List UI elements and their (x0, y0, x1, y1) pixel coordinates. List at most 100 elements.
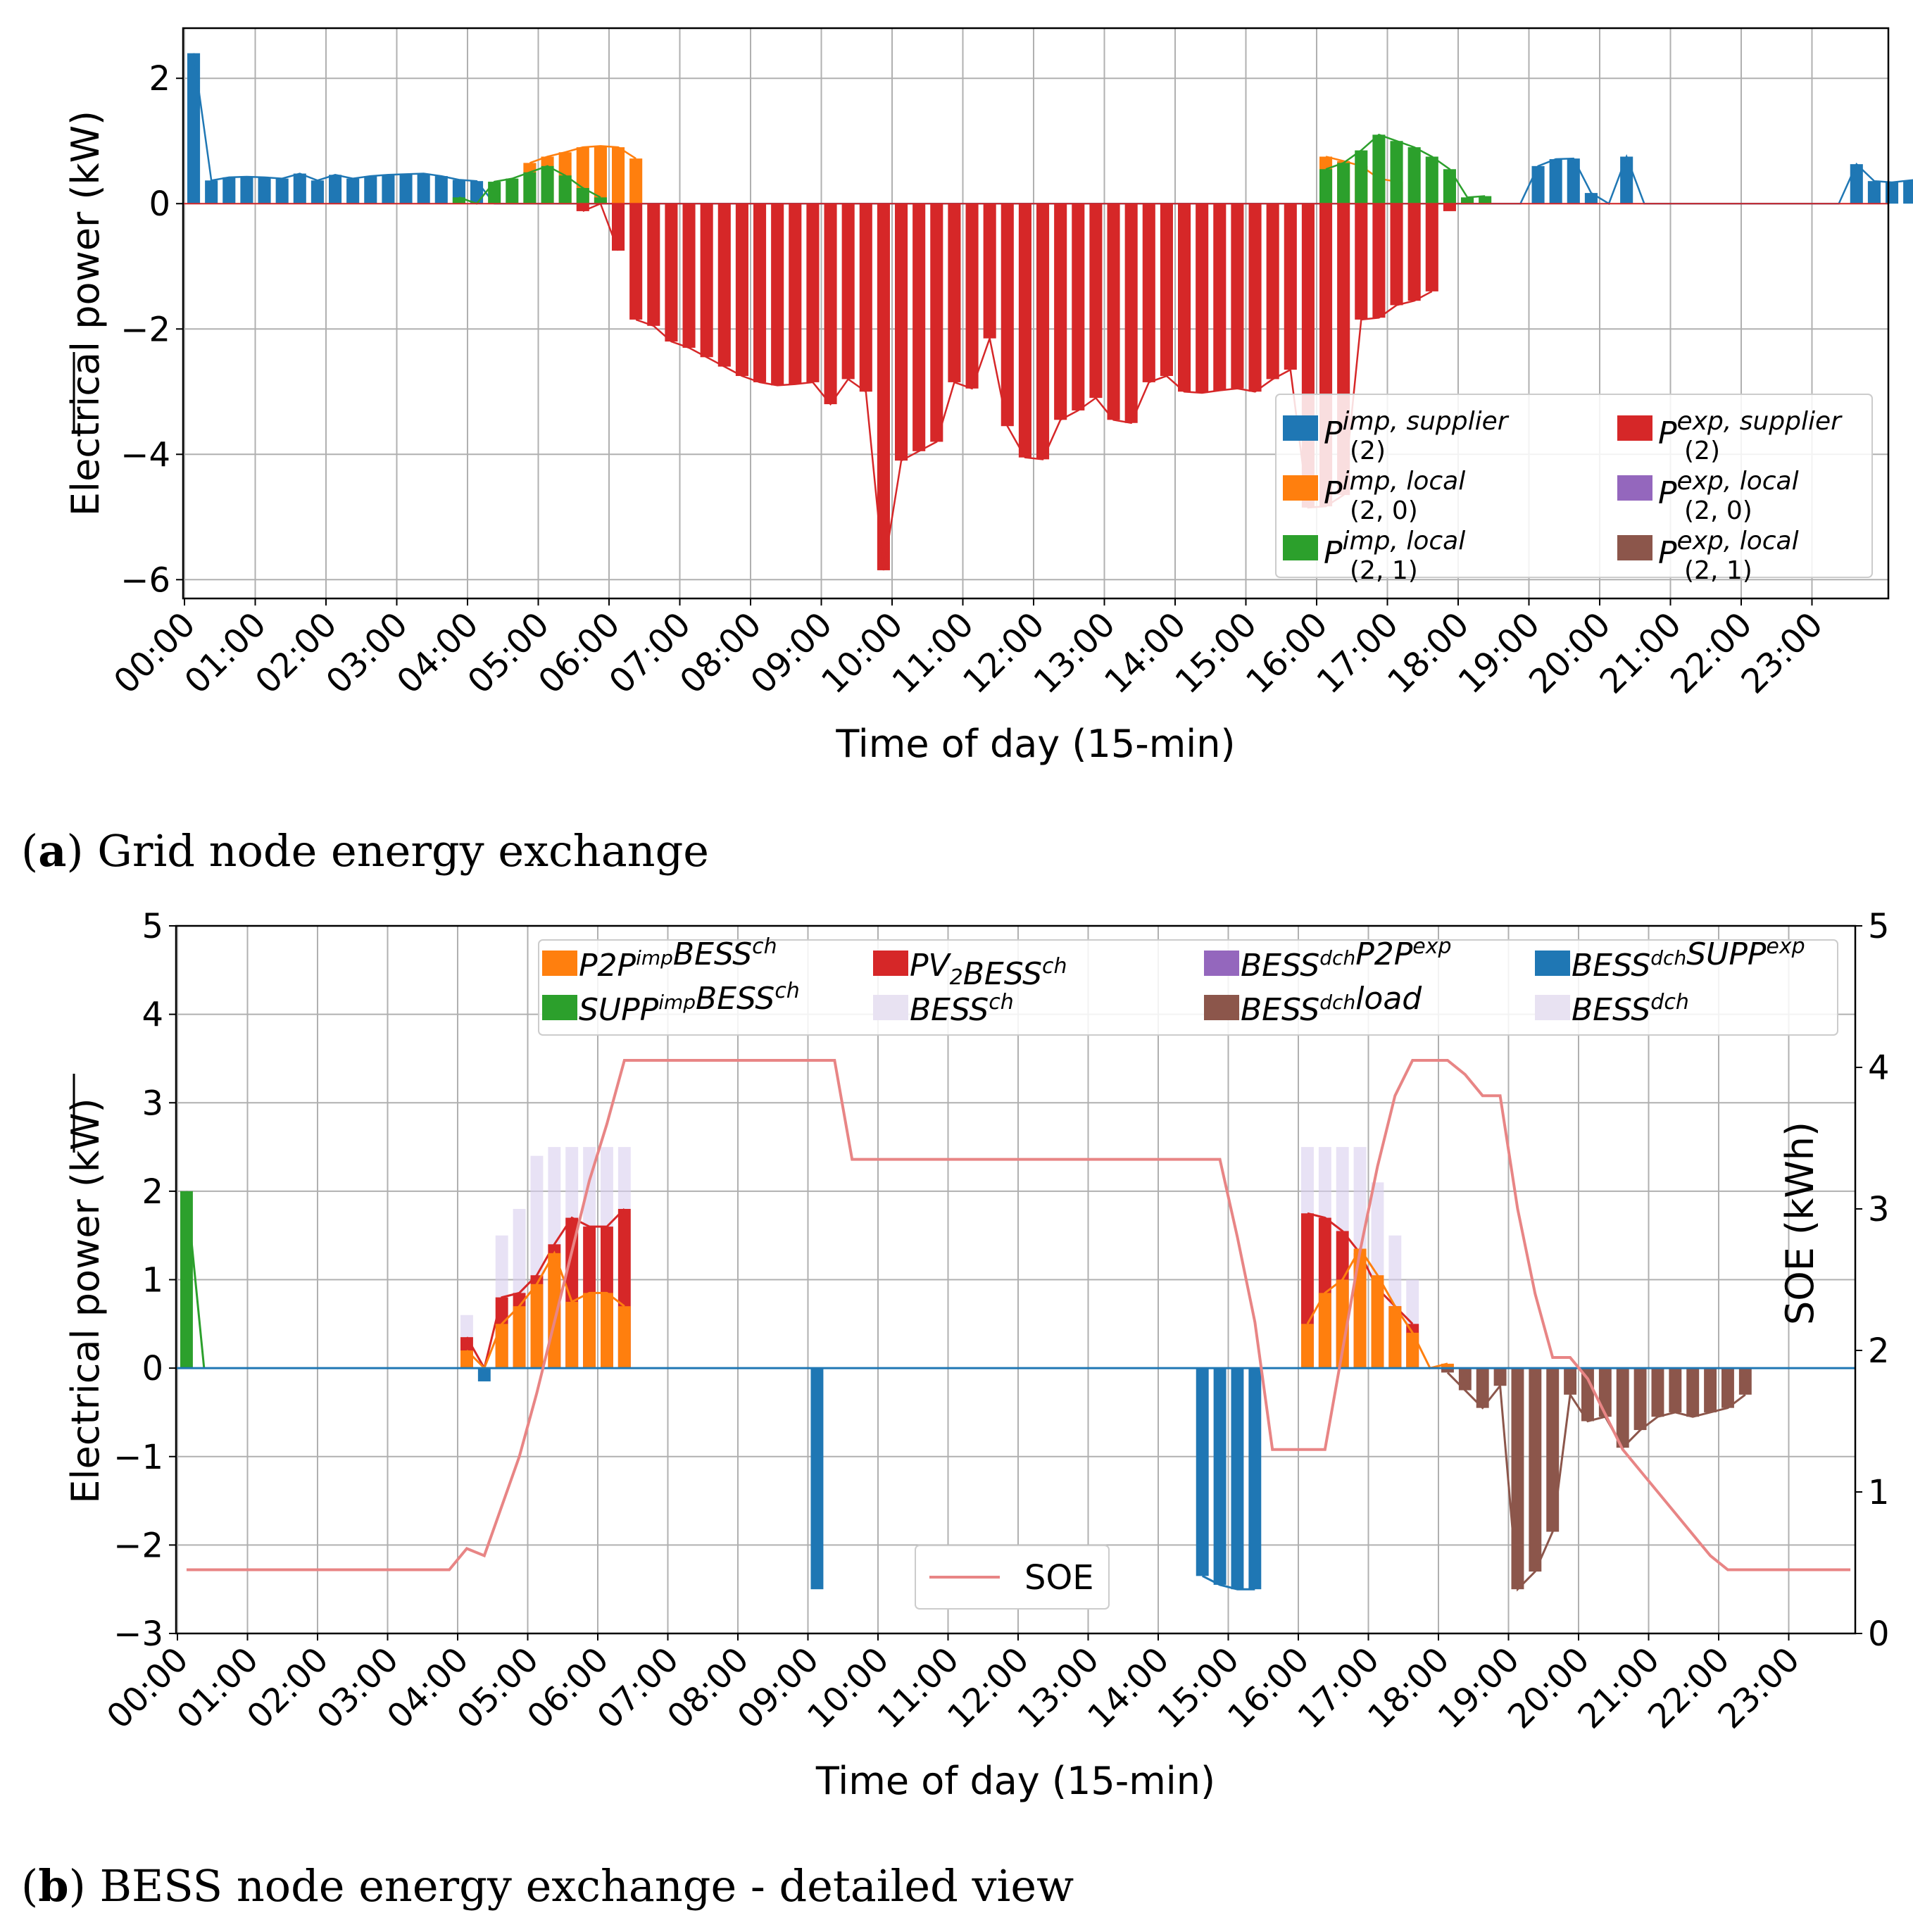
bar-imp-supplier (1584, 193, 1598, 204)
bar-exp-supplier (1107, 203, 1120, 420)
bar-bess-load (1546, 1368, 1560, 1532)
bar-exp-supplier (1001, 203, 1014, 427)
bar-imp-supplier (1886, 182, 1899, 204)
bar-exp-supplier (1196, 203, 1209, 394)
y2-axis-label: SOE (kWh) (1778, 1122, 1822, 1325)
bar-bess-load (1458, 1368, 1472, 1391)
bar-exp-supplier (682, 203, 696, 348)
bar-exp-supplier (1372, 203, 1386, 318)
legend-label: BESSdchSUPPexp (1572, 934, 1805, 984)
bar-imp-local-21 (523, 172, 537, 204)
legend-swatch (1204, 995, 1239, 1020)
y-tick-label: 0 (149, 184, 170, 224)
y-tick-label: −6 (120, 560, 170, 600)
legend-swatch (1535, 951, 1570, 976)
bar-p2p-imp-bess-ch (617, 1306, 631, 1369)
y-tick-label: 3 (142, 1084, 163, 1123)
x-axis-label: Time of day (15-min) (815, 1759, 1215, 1803)
bar-imp-local-21 (452, 197, 465, 204)
legend-swatch (1283, 535, 1318, 560)
bar-exp-supplier (647, 203, 660, 326)
bar-bess-load (1511, 1368, 1524, 1590)
bar-p2p-imp-bess-ch (1441, 1363, 1454, 1369)
bar-imp-local-21-line (458, 165, 601, 205)
bar-imp-supplier (382, 175, 395, 204)
bar-supp-imp-bess-ch (180, 1191, 193, 1369)
bar-p2p-imp-bess-ch (583, 1293, 596, 1369)
soe-legend-box (915, 1545, 1110, 1610)
x-tick-label: 06:00 (520, 1640, 616, 1736)
bar-exp-supplier (789, 203, 802, 384)
legend-label: BESSdch (1572, 990, 1689, 1028)
x-tick-label: 07:00 (602, 605, 698, 701)
bar-imp-supplier (417, 173, 430, 204)
bar-bess-load (1633, 1368, 1647, 1431)
x-tick-label: 18:00 (1380, 605, 1476, 701)
bar-exp-supplier (1266, 203, 1279, 380)
bar-exp-supplier (771, 203, 784, 386)
bar-p2p-imp-bess-ch (565, 1301, 579, 1369)
legend-swatch (1535, 995, 1570, 1020)
bar-bess-load (1651, 1368, 1664, 1417)
x-tick-label: 14:00 (1097, 605, 1193, 701)
x-tick-label: 17:00 (1291, 1640, 1387, 1736)
y2-tick-label: 3 (1868, 1190, 1890, 1229)
bar-exp-supplier (983, 203, 996, 339)
bar-bess-load (1529, 1368, 1542, 1572)
x-tick-label: 15:00 (1150, 1640, 1247, 1736)
bar-imp-supplier (1850, 164, 1863, 204)
bar-bess-load (1581, 1368, 1594, 1422)
x-tick-label: 11:00 (870, 1640, 967, 1736)
bar-exp-supplier (1248, 203, 1262, 392)
bar-exp-supplier (895, 203, 908, 461)
y-tick-label: −4 (120, 435, 170, 475)
bar-exp-supplier (735, 203, 748, 377)
bar-p2p-imp-bess-ch (601, 1293, 613, 1369)
bar-supp-imp-bess-ch-line (185, 1191, 206, 1369)
x-tick-label: 12:00 (940, 1640, 1036, 1736)
legend-swatch (1617, 535, 1652, 560)
x-tick-label: 14:00 (1080, 1640, 1177, 1736)
bar-exp-supplier (629, 203, 643, 320)
bar-imp-local-21 (1372, 134, 1386, 204)
bar-bess-supp-exp (1248, 1368, 1262, 1590)
bar-exp-supplier (1072, 203, 1085, 410)
x-tick-label: 01:00 (170, 1640, 266, 1736)
bar-imp-local-21 (506, 178, 519, 204)
bar-exp-supplier (665, 203, 678, 342)
legend-label: Pexp, supplier (2) (1658, 407, 1843, 465)
caption-b: (b) BESS node energy exchange - detailed… (21, 1860, 1074, 1912)
bar-exp-supplier (1036, 203, 1050, 460)
bar-exp-supplier (877, 203, 890, 570)
bar-imp-local-21 (541, 165, 554, 204)
bar-bess-load (1669, 1368, 1682, 1412)
bar-bess-load (1598, 1368, 1612, 1417)
bar-exp-supplier (965, 203, 979, 389)
x-tick-label: 21:00 (1571, 1640, 1667, 1736)
x-tick-label: 13:00 (1010, 1640, 1107, 1736)
x-tick-label: 04:00 (380, 1640, 476, 1736)
bar-imp-local-21 (1390, 141, 1403, 204)
bar-p2p-imp-bess-ch (460, 1350, 473, 1369)
bar-p2p-imp-bess-ch (1388, 1306, 1402, 1369)
bar-exp-supplier (717, 203, 731, 367)
plot-frame (182, 27, 1890, 600)
x-tick-label: 21:00 (1593, 605, 1689, 701)
bar-exp-supplier (753, 203, 767, 382)
legend-label: BESSch (910, 990, 1014, 1028)
bar-p2p-imp-bess-ch-line (465, 1250, 625, 1370)
x-tick-label: 23:00 (1711, 1640, 1807, 1736)
y-tick-label: −2 (113, 1526, 163, 1565)
x-tick-label: 12:00 (955, 605, 1052, 701)
bar-imp-local-21 (594, 197, 607, 204)
bar-imp-supplier (434, 176, 448, 204)
bar-imp-local-21 (1479, 196, 1492, 204)
bar-imp-local-21 (1461, 197, 1474, 204)
bar-bess-load (1564, 1368, 1577, 1395)
bar-exp-supplier (612, 203, 625, 251)
bar-imp-supplier (205, 180, 218, 204)
bar-imp-local-20-line (529, 145, 636, 164)
caption-a: (a) Grid node energy exchange (21, 825, 709, 877)
bar-bess-supp-exp (810, 1368, 824, 1590)
x-tick-label: 20:00 (1500, 1640, 1597, 1736)
